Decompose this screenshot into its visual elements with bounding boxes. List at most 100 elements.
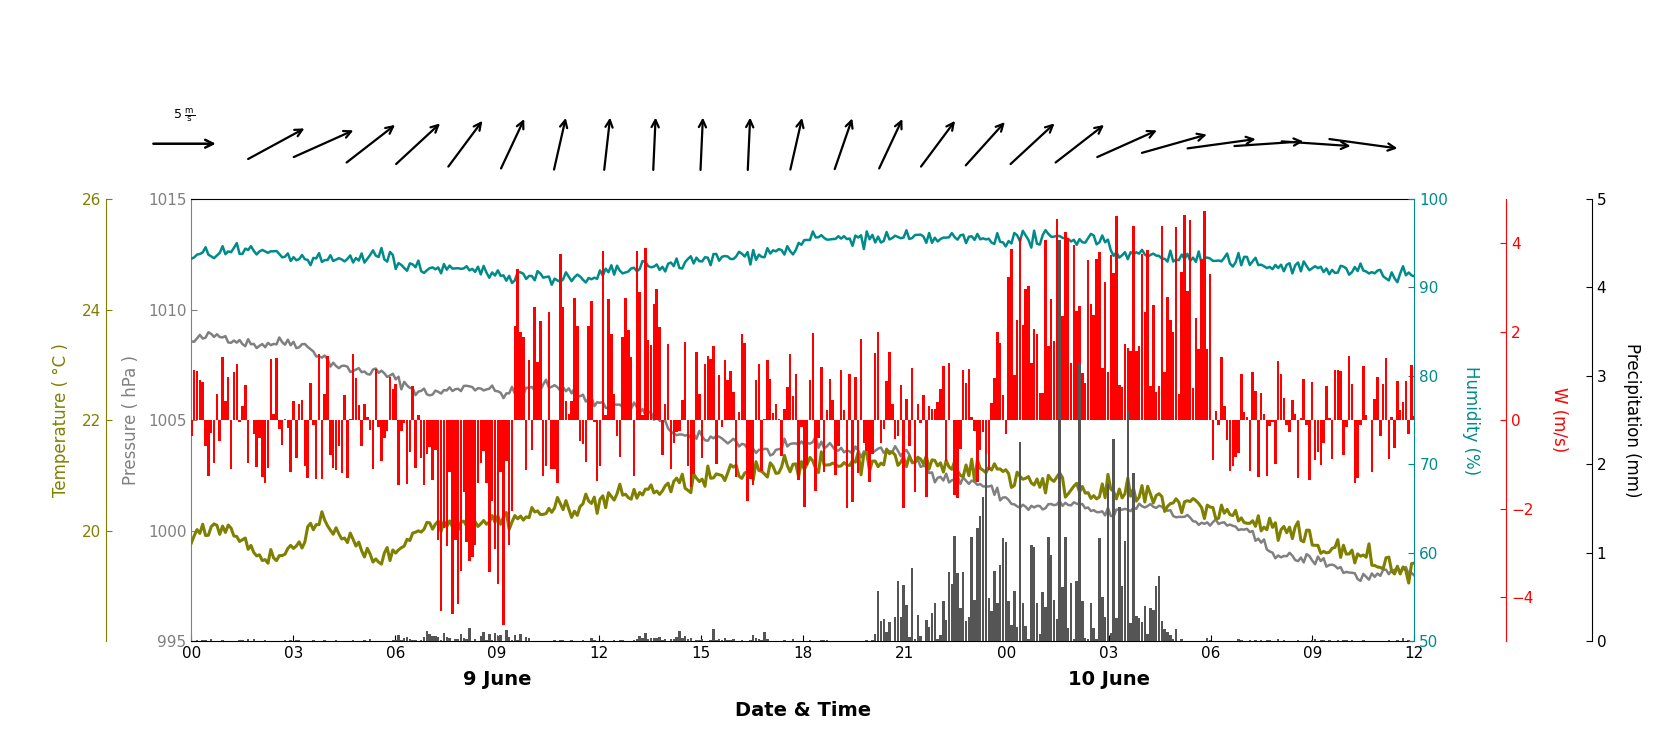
Bar <box>516 269 519 420</box>
Bar <box>592 420 596 422</box>
Bar <box>1115 216 1118 420</box>
Bar <box>527 360 531 420</box>
Bar <box>1112 273 1115 420</box>
Bar <box>446 420 448 546</box>
Bar <box>514 326 516 420</box>
Bar <box>1408 640 1409 641</box>
Bar <box>627 330 629 420</box>
Bar <box>321 420 323 479</box>
Bar <box>1226 420 1228 440</box>
Bar <box>241 640 243 641</box>
Bar <box>496 420 499 584</box>
Bar <box>418 416 419 420</box>
Bar <box>474 639 476 641</box>
Bar <box>631 357 632 420</box>
Bar <box>740 640 744 641</box>
Bar <box>1311 382 1313 420</box>
Bar <box>641 638 644 641</box>
Bar <box>1035 603 1038 641</box>
Bar <box>1122 387 1123 420</box>
Bar <box>1163 371 1166 420</box>
Bar <box>246 640 250 641</box>
Bar <box>1082 373 1083 420</box>
Bar <box>1078 363 1082 641</box>
Bar <box>957 420 958 498</box>
Bar <box>205 640 206 641</box>
Bar <box>406 420 408 484</box>
Bar <box>474 420 476 545</box>
Bar <box>221 640 225 641</box>
Bar <box>371 420 374 469</box>
Bar <box>1228 420 1231 471</box>
Bar <box>524 637 527 641</box>
Y-axis label: Humidity (%): Humidity (%) <box>1463 366 1479 475</box>
Bar <box>1107 484 1110 641</box>
Bar <box>669 420 672 469</box>
Bar <box>914 639 917 641</box>
Bar <box>1404 380 1408 420</box>
Bar <box>514 635 516 641</box>
Bar <box>1275 420 1276 464</box>
Bar <box>238 640 241 641</box>
Bar <box>1155 587 1158 641</box>
Bar <box>1200 259 1203 420</box>
Bar <box>760 420 764 471</box>
Bar <box>458 420 459 604</box>
Bar <box>1110 633 1112 641</box>
Bar <box>732 393 734 420</box>
Bar <box>1058 349 1062 420</box>
Bar <box>443 420 446 528</box>
Bar <box>531 420 532 450</box>
Bar <box>582 420 584 444</box>
Bar <box>1022 325 1023 420</box>
Bar <box>1381 383 1384 420</box>
Bar <box>196 371 198 420</box>
Bar <box>1083 638 1087 641</box>
Bar <box>929 406 930 420</box>
Bar <box>454 639 456 641</box>
Bar <box>496 636 499 641</box>
Bar <box>298 404 301 420</box>
Bar <box>1203 212 1206 420</box>
Bar <box>948 573 950 641</box>
Bar <box>391 640 394 641</box>
Bar <box>914 420 917 492</box>
Bar <box>832 399 834 420</box>
Bar <box>1053 341 1055 420</box>
Bar <box>1107 372 1110 420</box>
Bar <box>834 420 837 475</box>
Bar <box>849 374 850 420</box>
Bar <box>1336 640 1340 641</box>
Bar <box>414 640 416 641</box>
Bar <box>784 640 785 641</box>
Bar <box>701 420 704 458</box>
Bar <box>366 416 368 420</box>
Bar <box>652 304 656 420</box>
Bar <box>591 638 592 641</box>
Bar <box>301 400 303 420</box>
Bar <box>1251 372 1255 420</box>
Bar <box>1170 320 1171 420</box>
Bar <box>290 420 291 472</box>
Bar <box>210 420 213 433</box>
Bar <box>491 640 494 641</box>
Bar <box>945 420 947 461</box>
Bar <box>571 402 572 420</box>
Bar <box>872 640 874 641</box>
Bar <box>890 404 894 420</box>
Bar <box>687 420 689 466</box>
Bar <box>721 420 724 427</box>
Bar <box>1150 608 1151 641</box>
Bar <box>712 346 716 420</box>
Bar <box>1206 638 1208 641</box>
Bar <box>313 420 314 425</box>
Bar <box>241 406 243 420</box>
Bar <box>696 352 697 420</box>
Bar <box>491 420 494 501</box>
Bar <box>564 400 567 420</box>
Bar <box>1283 640 1285 641</box>
Bar <box>233 372 235 420</box>
Bar <box>755 638 757 641</box>
Bar <box>206 420 210 475</box>
Bar <box>607 299 609 420</box>
